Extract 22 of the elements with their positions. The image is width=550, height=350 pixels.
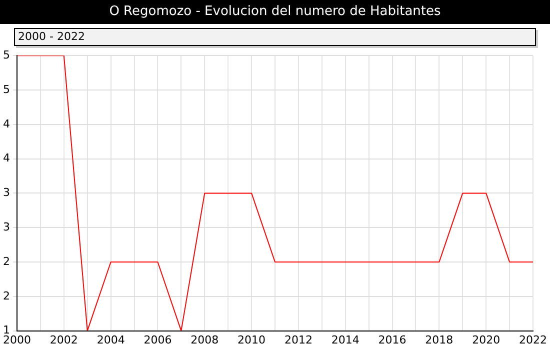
x-tick-label: 2006 (144, 333, 172, 346)
y-tick-label: 5 (3, 48, 10, 62)
y-tick-label: 3 (3, 220, 10, 234)
text: 2000 - 2022 (18, 30, 85, 43)
x-tick-label: 2000 (3, 333, 31, 346)
y-tick-label: 2 (3, 254, 10, 268)
y-tick-label: 5 (3, 82, 10, 96)
y-tick-label: 2 (3, 289, 10, 302)
x-tick-label: 2010 (238, 333, 266, 346)
chart-title: O Regomozo - Evolucion del numero de Habitantes (0, 0, 550, 24)
x-tick-label: 2014 (331, 333, 360, 346)
x-tick-label: 2002 (50, 333, 78, 346)
x-tick-label: 2020 (472, 333, 500, 346)
x-tick-label: 2004 (96, 333, 125, 346)
y-tick-label: 3 (3, 186, 10, 200)
y-tick-label: 4 (3, 117, 10, 130)
x-tick-label: 2008 (190, 333, 219, 346)
x-tick-label: 2022 (519, 333, 548, 346)
x-tick-label: 2016 (378, 333, 406, 346)
x-tick-label: 2012 (284, 333, 312, 346)
y-tick-label: 4 (3, 152, 10, 165)
x-tick-label: 2018 (425, 333, 454, 346)
